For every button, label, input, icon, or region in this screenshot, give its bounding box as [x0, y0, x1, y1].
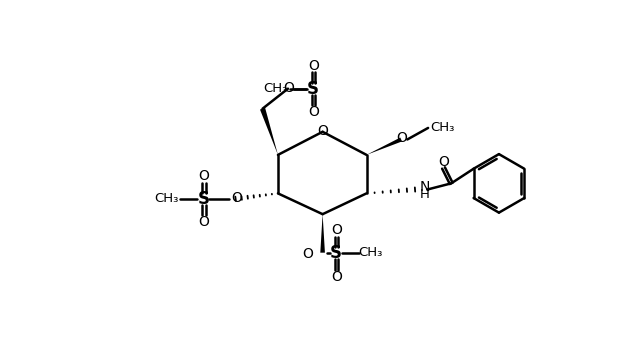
- Text: O: O: [317, 124, 328, 138]
- Text: O: O: [198, 169, 209, 183]
- Text: S: S: [307, 80, 319, 98]
- Text: O: O: [198, 215, 209, 229]
- Text: O: O: [308, 59, 319, 73]
- Polygon shape: [260, 108, 278, 155]
- Text: CH₃: CH₃: [358, 246, 383, 259]
- Text: S: S: [197, 190, 209, 208]
- Text: CH₃: CH₃: [264, 82, 288, 95]
- Text: O: O: [397, 131, 407, 145]
- Text: CH₃: CH₃: [154, 192, 179, 205]
- Text: N: N: [420, 180, 430, 194]
- Text: O: O: [231, 191, 242, 205]
- Text: O: O: [308, 105, 319, 119]
- Text: O: O: [284, 81, 294, 95]
- Text: CH₃: CH₃: [430, 121, 454, 134]
- Polygon shape: [367, 137, 402, 155]
- Text: O: O: [331, 223, 342, 237]
- Text: H: H: [420, 189, 429, 202]
- Text: O: O: [303, 247, 314, 261]
- Text: O: O: [438, 155, 449, 169]
- Text: S: S: [330, 244, 342, 262]
- Text: O: O: [331, 269, 342, 283]
- Polygon shape: [320, 214, 325, 253]
